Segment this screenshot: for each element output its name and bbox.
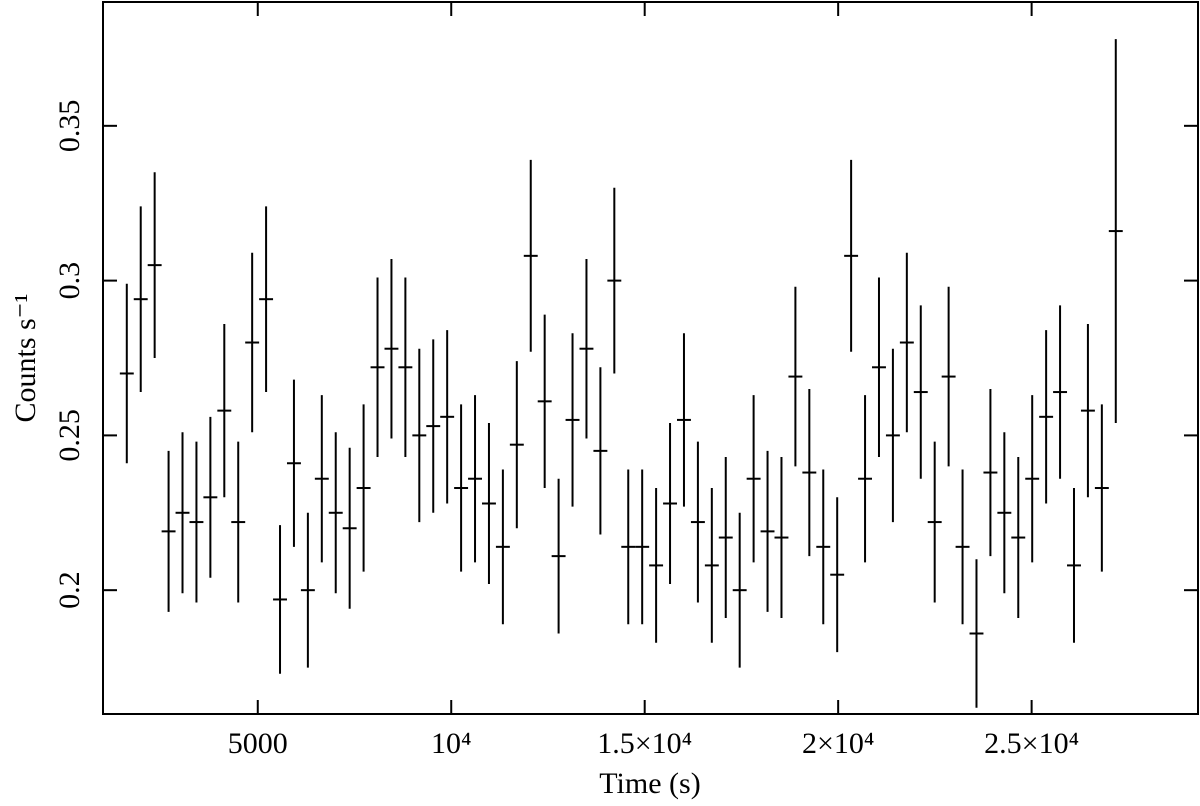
y-tick-label: 0.25 <box>53 409 86 462</box>
x-tick-label: 2×10⁴ <box>802 727 874 760</box>
x-tick-label: 2.5×10⁴ <box>984 727 1079 760</box>
y-axis-label: Counts s⁻¹ <box>9 293 42 422</box>
plot-frame <box>102 1 1199 715</box>
y-tick-label: 0.2 <box>53 571 86 609</box>
x-tick-label: 5000 <box>228 727 288 760</box>
y-tick-label: 0.35 <box>53 100 86 152</box>
x-tick-label: 10⁴ <box>431 727 471 760</box>
y-tick-label: 0.3 <box>53 262 86 300</box>
x-tick-label: 1.5×10⁴ <box>597 727 692 760</box>
x-axis-label: Time (s) <box>599 767 700 800</box>
